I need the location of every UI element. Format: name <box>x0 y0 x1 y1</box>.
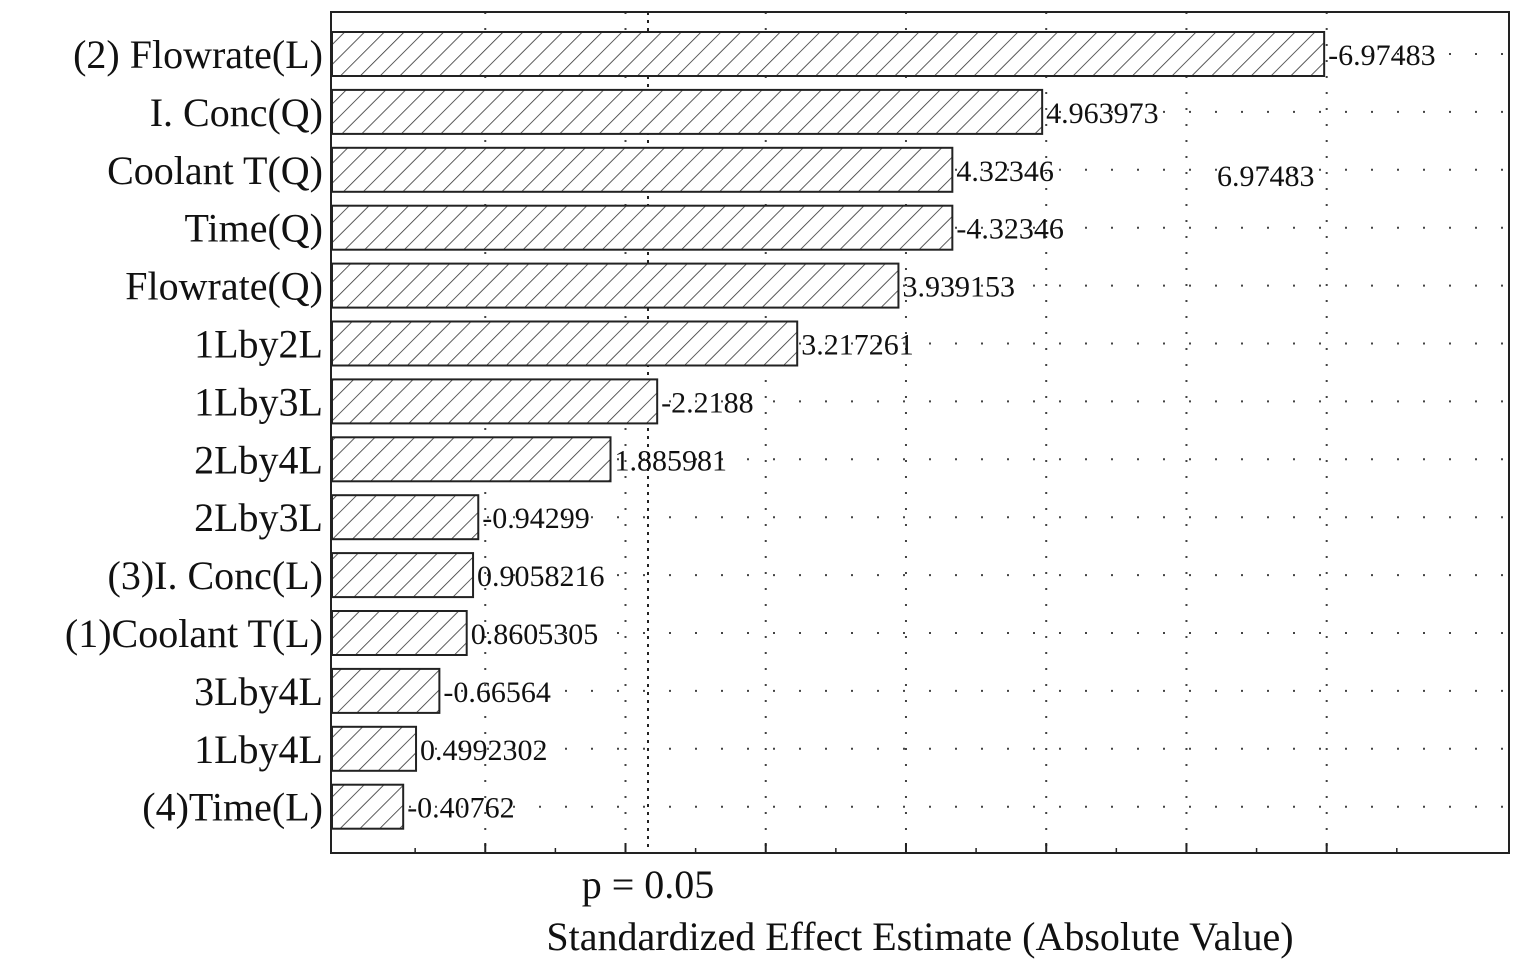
value-label: 4.32346 <box>956 155 1054 188</box>
category-label: 1Lby3L <box>194 379 323 424</box>
bar <box>331 494 480 541</box>
axis-ticks <box>414 843 1398 853</box>
bar <box>331 436 612 483</box>
value-label: 1.885981 <box>615 444 728 477</box>
labels: (2) Flowrate(L) -6.97483 I. Conc(Q) 4.96397… <box>65 32 1436 830</box>
category-label: 1Lby2L <box>194 322 323 367</box>
reference-line-label: p = 0.05 <box>582 862 715 907</box>
value-label: 3.217261 <box>801 329 914 362</box>
extra-annotation: 6.97483 <box>1217 160 1315 193</box>
value-label: -4.32346 <box>956 213 1064 246</box>
value-label: -2.2188 <box>661 386 754 419</box>
value-label: 0.4992302 <box>420 734 548 767</box>
category-label: 1Lby4L <box>194 727 323 772</box>
category-label: Flowrate(Q) <box>125 264 323 309</box>
x-axis-title: Standardized Effect Estimate (Absolute V… <box>546 914 1293 959</box>
bar <box>331 783 405 830</box>
bar <box>331 378 659 425</box>
bar <box>331 610 468 656</box>
category-label: (2) Flowrate(L) <box>73 32 323 77</box>
category-label: Time(Q) <box>184 206 323 251</box>
bar <box>331 31 1326 77</box>
category-label: (1)Coolant T(L) <box>65 611 323 656</box>
value-label: 4.963973 <box>1046 97 1159 130</box>
value-label: 0.8605305 <box>471 618 599 651</box>
category-label: 2Lby4L <box>194 437 323 482</box>
bar <box>331 667 441 714</box>
value-label: -0.40762 <box>407 792 514 825</box>
bar <box>331 204 954 251</box>
bar <box>331 725 418 772</box>
value-label: 3.939153 <box>902 271 1015 304</box>
category-label: (4)Time(L) <box>142 785 323 830</box>
value-label: -0.94299 <box>482 502 590 535</box>
category-label: 2Lby3L <box>194 495 323 540</box>
category-label: Coolant T(Q) <box>107 148 323 193</box>
grid-lines <box>331 12 1509 853</box>
bars <box>331 31 1326 830</box>
bar <box>331 320 799 367</box>
bar <box>331 146 954 193</box>
value-label: -0.66564 <box>443 676 551 709</box>
bar <box>331 262 900 309</box>
plot-frame <box>330 11 1510 854</box>
category-label: 3Lby4L <box>194 669 323 714</box>
value-label: 0.9058216 <box>477 560 605 593</box>
bar <box>331 552 475 599</box>
category-label: I. Conc(Q) <box>150 90 323 135</box>
bar <box>331 88 1044 135</box>
value-label: -6.97483 <box>1328 39 1436 72</box>
category-label: (3)I. Conc(L) <box>108 553 323 598</box>
